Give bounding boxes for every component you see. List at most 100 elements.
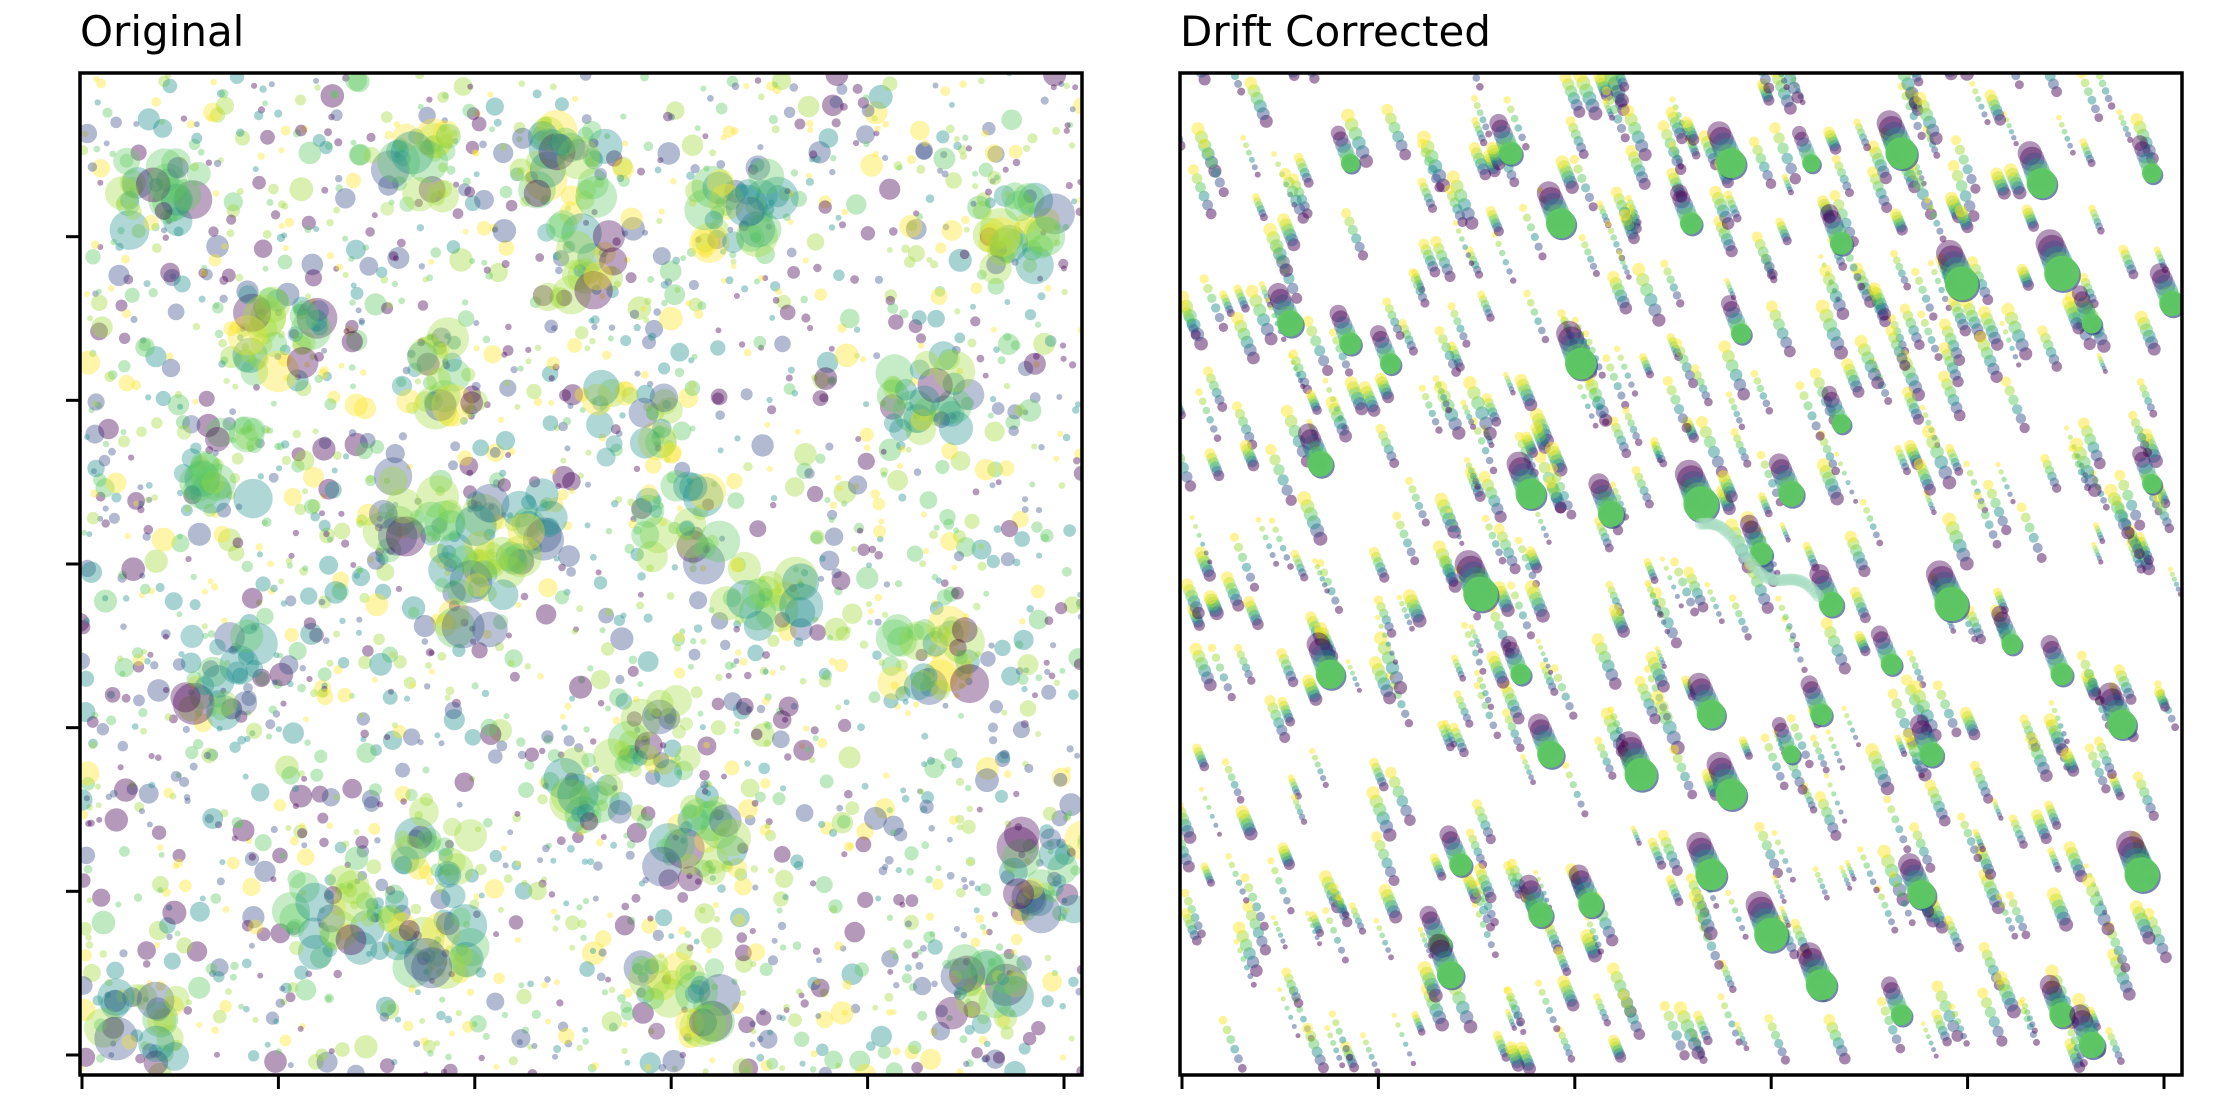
data-point bbox=[549, 287, 571, 309]
data-point bbox=[85, 424, 105, 444]
data-point bbox=[1674, 567, 1684, 577]
data-point bbox=[249, 349, 269, 370]
data-point bbox=[707, 796, 728, 817]
data-point bbox=[532, 126, 547, 141]
data-point bbox=[232, 537, 244, 549]
data-point bbox=[747, 644, 764, 662]
data-point bbox=[767, 405, 777, 415]
data-point bbox=[1472, 486, 1484, 497]
data-point bbox=[242, 418, 266, 441]
data-point bbox=[242, 906, 265, 929]
data-point bbox=[853, 352, 860, 359]
data-point bbox=[357, 503, 380, 526]
data-point bbox=[907, 245, 925, 262]
data-point bbox=[655, 909, 673, 927]
data-point bbox=[360, 729, 370, 739]
data-point bbox=[379, 1058, 395, 1073]
data-point bbox=[467, 506, 474, 513]
data-point bbox=[775, 288, 783, 296]
data-point bbox=[318, 688, 328, 698]
data-point bbox=[478, 892, 485, 899]
data-point bbox=[2016, 502, 2027, 513]
data-point bbox=[1047, 853, 1078, 884]
data-point bbox=[903, 914, 919, 931]
data-point bbox=[2101, 713, 2110, 722]
data-point bbox=[1911, 267, 1920, 277]
data-point bbox=[1003, 878, 1034, 910]
data-point bbox=[257, 972, 264, 979]
data-point bbox=[1748, 530, 1763, 545]
data-point bbox=[1001, 182, 1029, 210]
data-point bbox=[658, 362, 671, 375]
data-point bbox=[793, 739, 815, 761]
data-point bbox=[479, 140, 487, 149]
data-point bbox=[967, 195, 991, 220]
data-point bbox=[147, 651, 154, 658]
data-point bbox=[1686, 597, 1696, 607]
data-point bbox=[1317, 941, 1322, 947]
data-point bbox=[324, 874, 336, 886]
data-point bbox=[1317, 1062, 1329, 1074]
data-point bbox=[971, 1047, 983, 1059]
data-point bbox=[93, 75, 100, 82]
data-point bbox=[771, 937, 778, 944]
data-point bbox=[978, 984, 1012, 1019]
data-point bbox=[1058, 482, 1066, 489]
data-point bbox=[984, 421, 1005, 442]
data-point bbox=[301, 215, 316, 230]
data-point bbox=[662, 399, 672, 410]
data-point bbox=[1051, 810, 1068, 827]
data-point bbox=[1514, 124, 1523, 132]
data-point bbox=[704, 210, 724, 230]
data-point bbox=[151, 494, 158, 501]
data-point bbox=[993, 1051, 1005, 1064]
data-point bbox=[1663, 1010, 1675, 1022]
data-point bbox=[1017, 892, 1031, 907]
data-point bbox=[1945, 443, 1955, 453]
data-point bbox=[942, 959, 952, 969]
data-point bbox=[693, 537, 716, 559]
data-point bbox=[883, 413, 904, 433]
data-point bbox=[275, 998, 285, 1008]
data-point bbox=[853, 483, 860, 490]
data-point bbox=[1273, 464, 1285, 476]
data-point bbox=[809, 1066, 817, 1073]
data-point bbox=[658, 869, 680, 890]
data-point bbox=[386, 139, 409, 163]
data-point bbox=[246, 437, 263, 454]
data-point bbox=[857, 527, 864, 534]
data-point bbox=[2160, 697, 2169, 706]
data-point bbox=[83, 795, 90, 802]
data-point bbox=[1522, 759, 1528, 765]
data-point bbox=[454, 819, 487, 852]
data-point bbox=[549, 83, 557, 91]
data-point bbox=[776, 907, 783, 914]
data-point bbox=[483, 266, 491, 274]
data-point bbox=[1018, 1042, 1031, 1055]
data-point bbox=[1939, 52, 1952, 65]
data-point bbox=[1035, 674, 1043, 682]
data-point bbox=[1245, 284, 1259, 298]
data-point bbox=[276, 442, 285, 451]
data-point bbox=[464, 729, 482, 746]
data-point bbox=[715, 197, 726, 208]
data-point bbox=[1302, 674, 1315, 688]
data-point bbox=[948, 815, 959, 825]
data-point bbox=[1293, 152, 1304, 163]
data-point bbox=[561, 259, 593, 291]
data-point bbox=[735, 649, 742, 656]
data-point bbox=[1851, 591, 1863, 603]
data-point bbox=[996, 826, 1039, 869]
data-point bbox=[1616, 123, 1627, 133]
data-point bbox=[675, 1008, 705, 1038]
data-point bbox=[2015, 338, 2029, 352]
data-point bbox=[1944, 191, 1959, 206]
data-point bbox=[311, 785, 329, 803]
data-point bbox=[1573, 790, 1581, 799]
data-point bbox=[1014, 823, 1023, 831]
data-point bbox=[619, 730, 641, 753]
data-point bbox=[773, 891, 789, 907]
data-point bbox=[1766, 266, 1774, 275]
data-point bbox=[705, 535, 719, 549]
data-point bbox=[793, 860, 804, 871]
